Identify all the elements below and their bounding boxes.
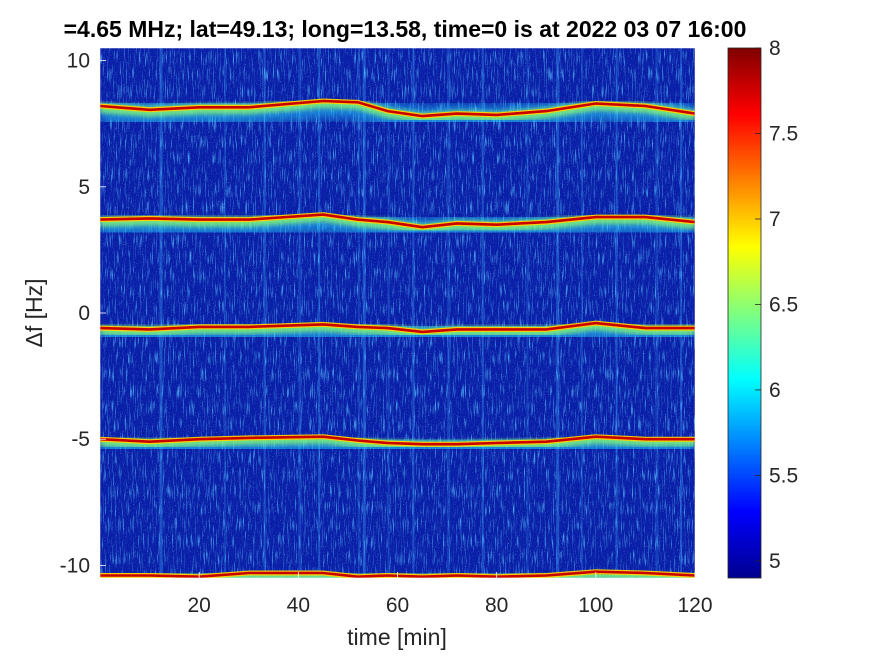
colorbar-ticks: 5 5.5 6 6.5 7 7.5 8 [755, 37, 798, 573]
colorbar-tick-label: 6 [769, 379, 781, 402]
noise-streak [298, 48, 302, 578]
noise-streak [580, 48, 583, 578]
y-tick-label: 0 [78, 302, 90, 325]
frequency-traces [100, 91, 695, 578]
x-tick-label: 40 [287, 594, 310, 617]
noise-streak [362, 48, 366, 578]
chart-title: =4.65 MHz; lat=49.13; long=13.58, time=0… [64, 16, 747, 42]
noise-streak [318, 48, 321, 578]
speckle-texture [100, 48, 695, 578]
trace-line [100, 435, 695, 446]
noise-streak [223, 48, 226, 578]
colorbar-tick-label: 6.5 [769, 293, 798, 316]
noise-streak [680, 48, 683, 578]
vertical-streaks [159, 48, 683, 578]
noise-streak [263, 48, 266, 578]
x-tick-label: 60 [386, 594, 409, 617]
colorbar-tick-label: 8 [769, 37, 781, 60]
trace-line [100, 99, 695, 118]
colorbar: 5 5.5 6 6.5 7 7.5 8 [727, 37, 798, 579]
x-tick-label: 100 [578, 594, 613, 617]
colorbar-tick-label: 5.5 [769, 464, 798, 487]
noise-streak [655, 48, 659, 578]
x-tick-label: 80 [485, 594, 508, 617]
plot-area [100, 48, 695, 578]
noise-streak [159, 48, 163, 578]
colorbar-tick-label: 7 [769, 208, 781, 231]
y-tick-label: 10 [67, 50, 90, 73]
y-axis-ticks: 10 5 0 -5 -10 [60, 50, 106, 577]
y-axis-label: Δf [Hz] [21, 278, 47, 347]
noise-streak [556, 48, 560, 578]
colorbar-gradient [727, 47, 762, 579]
x-tick-label: 20 [187, 594, 210, 617]
noise-streak [357, 48, 360, 578]
noise-streak [387, 48, 390, 578]
colorbar-tick-label: 7.5 [769, 122, 798, 145]
noise-streak [615, 48, 618, 578]
trace-line [100, 213, 695, 229]
noise-streak [447, 48, 451, 578]
trace-line [100, 570, 695, 578]
x-axis-label: time [min] [347, 624, 447, 650]
noise-streak [481, 48, 484, 578]
trace-line [100, 321, 695, 334]
y-tick-label: -10 [60, 554, 90, 577]
y-tick-label: 5 [78, 176, 90, 199]
noise-streak [412, 48, 415, 578]
noise-streak [526, 48, 529, 578]
x-axis-ticks: 20 40 60 80 100 120 [187, 572, 713, 617]
colorbar-tick-label: 5 [769, 550, 781, 573]
x-tick-label: 120 [677, 594, 712, 617]
y-tick-label: -5 [71, 428, 90, 451]
